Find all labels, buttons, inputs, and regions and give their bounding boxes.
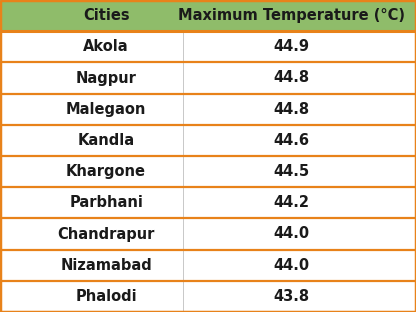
Text: Cities: Cities — [83, 8, 129, 23]
Text: 44.2: 44.2 — [273, 195, 309, 210]
Text: Nagpur: Nagpur — [76, 71, 136, 85]
Text: 44.9: 44.9 — [273, 39, 309, 54]
Bar — [0, 281, 416, 312]
Text: Phalodi: Phalodi — [75, 289, 137, 304]
Text: 44.0: 44.0 — [273, 227, 309, 241]
Bar — [0, 156, 416, 187]
Bar — [0, 62, 416, 94]
Text: 44.6: 44.6 — [273, 133, 309, 148]
Text: Kandla: Kandla — [77, 133, 135, 148]
Text: Nizamabad: Nizamabad — [60, 258, 152, 273]
Bar — [0, 31, 416, 62]
Text: 44.5: 44.5 — [273, 164, 309, 179]
Bar — [0, 125, 416, 156]
Bar — [0, 0, 416, 31]
Text: Chandrapur: Chandrapur — [57, 227, 155, 241]
Bar — [0, 94, 416, 125]
Text: Khargone: Khargone — [66, 164, 146, 179]
Bar — [0, 218, 416, 250]
Text: Parbhani: Parbhani — [69, 195, 143, 210]
Text: 43.8: 43.8 — [273, 289, 309, 304]
Bar — [0, 250, 416, 281]
Text: Malegaon: Malegaon — [66, 102, 146, 117]
Text: Akola: Akola — [83, 39, 129, 54]
Text: 44.8: 44.8 — [273, 102, 309, 117]
Text: 44.0: 44.0 — [273, 258, 309, 273]
Text: Maximum Temperature (°C): Maximum Temperature (°C) — [178, 8, 405, 23]
Text: 44.8: 44.8 — [273, 71, 309, 85]
Bar — [0, 187, 416, 218]
